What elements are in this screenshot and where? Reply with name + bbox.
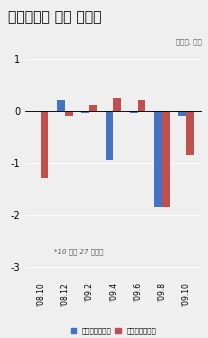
Bar bbox=[113, 98, 121, 111]
Text: 주식형펀드 자금 유출입: 주식형펀드 자금 유출입 bbox=[8, 10, 102, 24]
Bar bbox=[41, 111, 48, 178]
Text: *10 월은 27 일까지: *10 월은 27 일까지 bbox=[54, 249, 104, 255]
Bar bbox=[81, 111, 89, 113]
Bar bbox=[186, 111, 194, 155]
Bar bbox=[178, 111, 186, 116]
Bar bbox=[89, 105, 97, 111]
Bar bbox=[130, 111, 137, 113]
Bar bbox=[106, 111, 113, 160]
Bar bbox=[154, 111, 162, 207]
Legend: 국내주식형펀드, 해외주식형펀드: 국내주식형펀드, 해외주식형펀드 bbox=[68, 325, 159, 337]
Bar bbox=[57, 100, 65, 111]
Bar bbox=[137, 100, 145, 111]
Text: 금투협, 조원: 금투협, 조원 bbox=[176, 39, 202, 46]
Bar bbox=[162, 111, 170, 207]
Bar bbox=[65, 111, 73, 116]
